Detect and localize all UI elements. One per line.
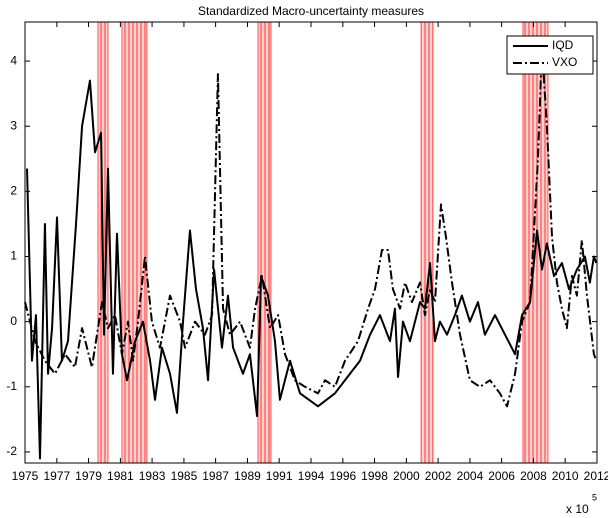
series-line bbox=[24, 47, 598, 408]
chart-title: Standardized Macro-uncertainty measures bbox=[198, 4, 424, 18]
x-tick-label: 1977 bbox=[43, 469, 70, 483]
legend-box bbox=[506, 35, 594, 75]
x-tick-label: 2002 bbox=[425, 469, 452, 483]
shaded-period bbox=[257, 21, 272, 464]
x-tick-label: 1981 bbox=[107, 469, 134, 483]
x-tick-label: 1994 bbox=[298, 469, 325, 483]
x-tick-label: 1983 bbox=[139, 469, 166, 483]
x-tick-label: 1975 bbox=[12, 469, 39, 483]
y-tick-label: 4 bbox=[10, 53, 17, 67]
x-tick-label: 1998 bbox=[361, 469, 388, 483]
shaded-period bbox=[420, 21, 434, 464]
x-tick-label: 1989 bbox=[234, 469, 261, 483]
y-tick-label: 1 bbox=[10, 249, 17, 263]
y-tick-label: 2 bbox=[10, 184, 17, 198]
x-tick-label: 1996 bbox=[329, 469, 356, 483]
x-tick-label: 1979 bbox=[75, 469, 102, 483]
y-tick-label: 3 bbox=[10, 118, 17, 132]
y-tick-label: -1 bbox=[6, 379, 17, 393]
x-tick-label: 2012 bbox=[584, 469, 608, 483]
x-tick-label: 1985 bbox=[171, 469, 198, 483]
legend-label: IQD bbox=[552, 38, 574, 52]
series-line bbox=[26, 79, 598, 460]
x-tick-label: 1987 bbox=[202, 469, 229, 483]
y-tick-label: 0 bbox=[10, 314, 17, 328]
x-tick-label: 2010 bbox=[552, 469, 579, 483]
x-exponent-base: x 10 bbox=[566, 502, 589, 516]
shaded-period bbox=[121, 21, 148, 464]
x-tick-label: 2004 bbox=[457, 469, 484, 483]
legend-label: VXO bbox=[552, 55, 577, 69]
x-tick-label: 2008 bbox=[520, 469, 547, 483]
y-tick-label: -2 bbox=[6, 444, 17, 458]
x-tick-label: 2006 bbox=[488, 469, 515, 483]
x-tick-label: 2000 bbox=[393, 469, 420, 483]
x-tick-label: 1991 bbox=[266, 469, 293, 483]
x-exponent-power: 5 bbox=[592, 492, 597, 502]
